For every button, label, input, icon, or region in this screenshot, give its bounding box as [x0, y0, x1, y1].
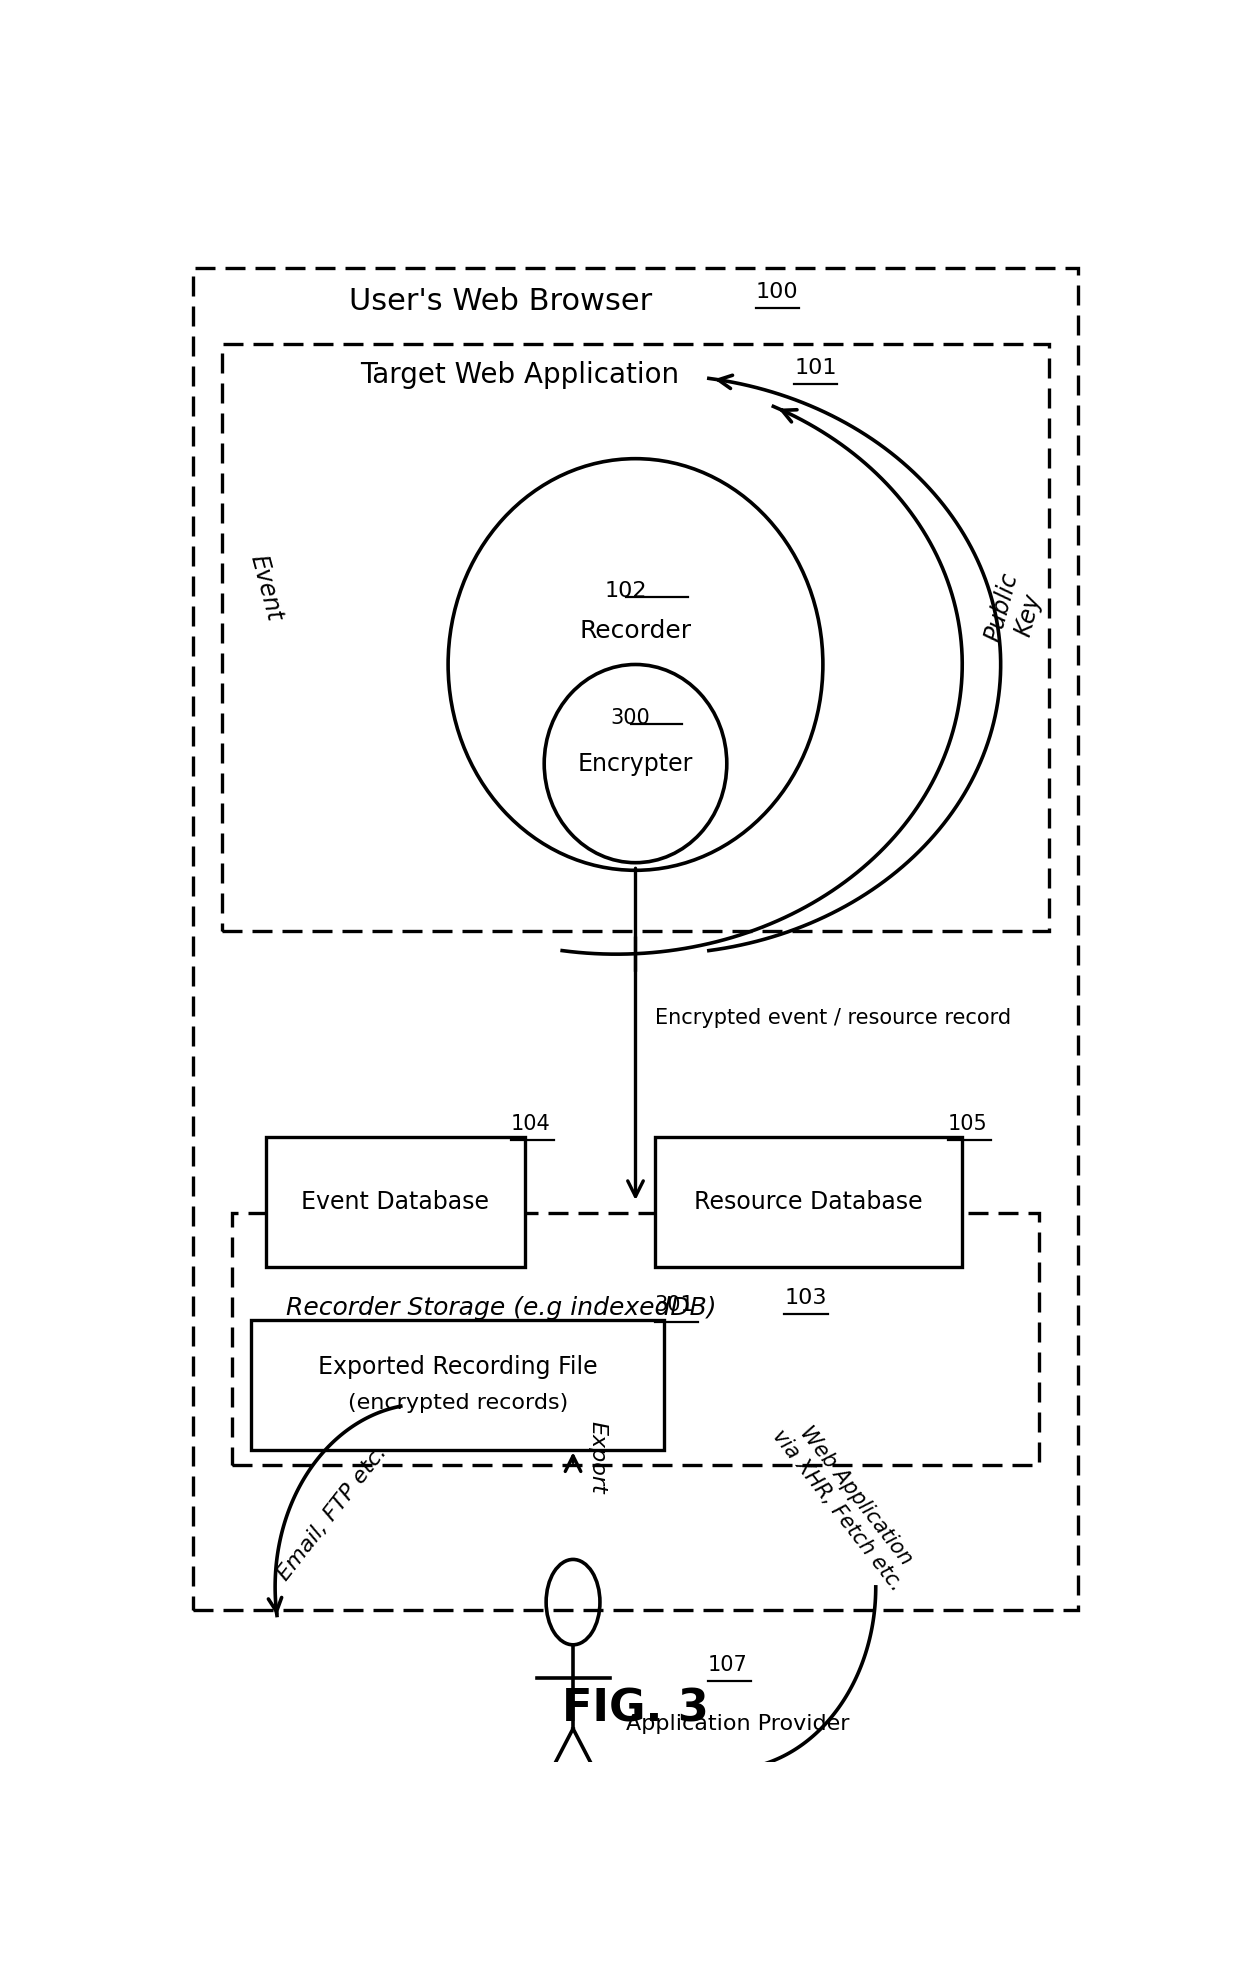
Text: Resource Database: Resource Database	[694, 1190, 923, 1214]
Text: 105: 105	[947, 1115, 987, 1135]
Text: Export: Export	[588, 1422, 608, 1493]
Text: 102: 102	[605, 582, 647, 602]
Text: 301: 301	[655, 1295, 694, 1315]
Text: Recorder: Recorder	[579, 620, 692, 644]
Bar	[265, 1137, 525, 1267]
Bar	[222, 345, 1049, 931]
Text: Application Provider: Application Provider	[626, 1715, 849, 1734]
Ellipse shape	[448, 459, 823, 871]
Text: 300: 300	[611, 707, 651, 729]
Text: Recorder Storage (e.g indexedDB): Recorder Storage (e.g indexedDB)	[285, 1295, 717, 1321]
Text: Target Web Application: Target Web Application	[361, 360, 680, 388]
Text: Web Application
via XHR, Fetch etc.: Web Application via XHR, Fetch etc.	[769, 1412, 925, 1594]
Text: Encrypted event / resource record: Encrypted event / resource record	[655, 1008, 1011, 1028]
Text: Event Database: Event Database	[301, 1190, 490, 1214]
Text: 101: 101	[794, 358, 837, 378]
Text: Email, FTP etc.: Email, FTP etc.	[274, 1443, 392, 1584]
Text: 107: 107	[708, 1655, 748, 1675]
Text: 103: 103	[785, 1287, 827, 1309]
Text: Event: Event	[246, 552, 286, 624]
Text: (encrypted records): (encrypted records)	[347, 1394, 568, 1414]
Text: Exported Recording File: Exported Recording File	[317, 1354, 598, 1378]
Text: Encrypter: Encrypter	[578, 752, 693, 776]
Bar	[193, 267, 1078, 1610]
Text: Public
Key: Public Key	[981, 570, 1049, 651]
Bar	[655, 1137, 962, 1267]
Text: 100: 100	[755, 281, 799, 301]
Text: 104: 104	[511, 1115, 551, 1135]
Text: User's Web Browser: User's Web Browser	[350, 287, 652, 317]
Ellipse shape	[544, 665, 727, 863]
Bar	[232, 1214, 1039, 1465]
Bar	[250, 1321, 665, 1449]
Text: FIG. 3: FIG. 3	[562, 1687, 709, 1731]
